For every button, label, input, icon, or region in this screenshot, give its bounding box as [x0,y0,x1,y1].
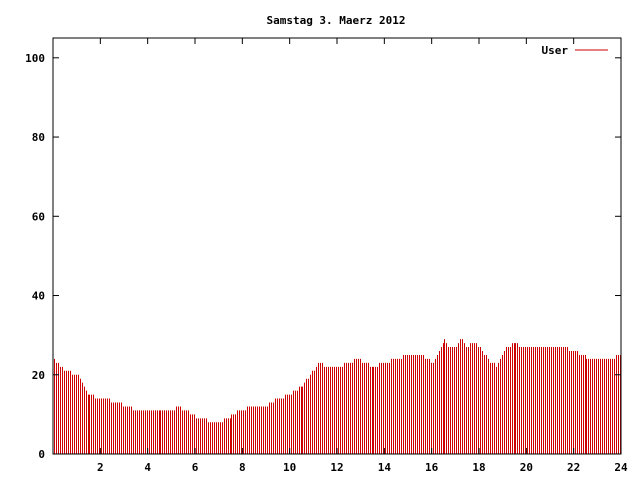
x-tick-label: 14 [378,461,392,474]
x-tick-label: 10 [283,461,296,474]
legend: User [542,44,608,57]
x-axis: 2 4 6 8 10 12 14 16 18 20 22 24 [97,38,628,474]
x-tick-label: 12 [330,461,343,474]
y-tick-label: 20 [32,369,45,382]
x-tick-label: 20 [520,461,533,474]
y-tick-label: 100 [25,52,45,65]
y-tick-label: 40 [32,290,45,303]
x-tick-label: 2 [97,461,104,474]
x-tick-label: 8 [239,461,246,474]
y-tick-label: 80 [32,131,45,144]
y-tick-label: 0 [38,448,45,461]
x-tick-label: 4 [144,461,151,474]
x-tick-label: 24 [614,461,628,474]
chart-title: Samstag 3. Maerz 2012 [266,14,405,27]
y-tick-label: 60 [32,210,45,223]
x-tick-label: 22 [567,461,580,474]
y-axis: 0 20 40 60 80 100 [25,52,621,461]
x-tick-label: 6 [192,461,199,474]
bar-series-user [54,339,621,454]
x-tick-label: 16 [425,461,439,474]
x-tick-label: 18 [472,461,485,474]
legend-label: User [542,44,569,57]
